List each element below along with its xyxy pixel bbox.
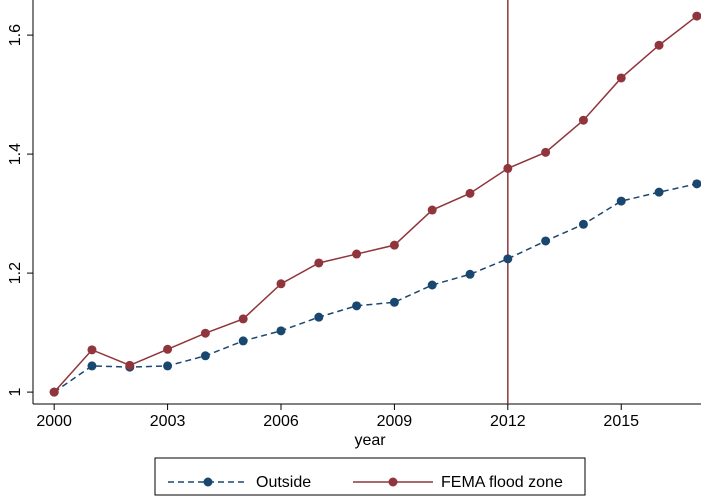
- x-tick-label: 2000: [36, 413, 72, 430]
- point: [503, 254, 513, 264]
- point: [389, 240, 399, 250]
- point: [49, 387, 59, 397]
- series-line: [53, 15, 698, 393]
- point: [238, 314, 248, 324]
- legend-marker: [388, 477, 398, 487]
- x-tick-label: 2009: [377, 413, 413, 430]
- point: [163, 361, 173, 371]
- point: [654, 40, 664, 50]
- point: [200, 351, 210, 361]
- point: [578, 219, 588, 229]
- point: [276, 279, 286, 289]
- point: [389, 297, 399, 307]
- point: [125, 360, 135, 370]
- point: [616, 73, 626, 83]
- point: [352, 249, 362, 259]
- point: [503, 163, 513, 173]
- point: [200, 328, 210, 338]
- x-axis-label: year: [354, 432, 386, 449]
- point: [541, 147, 551, 157]
- point: [692, 179, 701, 189]
- legend-marker: [203, 477, 213, 487]
- point: [427, 280, 437, 290]
- point: [465, 188, 475, 198]
- x-tick-label: 2003: [150, 413, 186, 430]
- point: [314, 258, 324, 268]
- x-tick-label: 2012: [490, 413, 526, 430]
- x-tick-label: 2006: [263, 413, 299, 430]
- point: [352, 301, 362, 311]
- y-tick-label: 1.2: [7, 262, 24, 284]
- point: [654, 187, 664, 197]
- y-tick-label: 1.6: [7, 24, 24, 46]
- point: [578, 115, 588, 125]
- point: [314, 312, 324, 322]
- legend-label: Outside: [256, 474, 311, 491]
- point: [238, 336, 248, 346]
- point: [427, 205, 437, 215]
- y-tick-label: 1: [7, 388, 24, 397]
- point: [163, 344, 173, 354]
- legend: [154, 457, 586, 496]
- point: [465, 269, 475, 279]
- point: [692, 11, 701, 21]
- series-line: [53, 183, 698, 393]
- x-tick-label: 2015: [603, 413, 639, 430]
- point: [87, 361, 97, 371]
- point: [616, 196, 626, 206]
- y-tick-label: 1.4: [7, 143, 24, 165]
- legend-label: FEMA flood zone: [441, 474, 563, 491]
- point: [276, 326, 286, 336]
- point: [87, 345, 97, 355]
- point: [541, 236, 551, 246]
